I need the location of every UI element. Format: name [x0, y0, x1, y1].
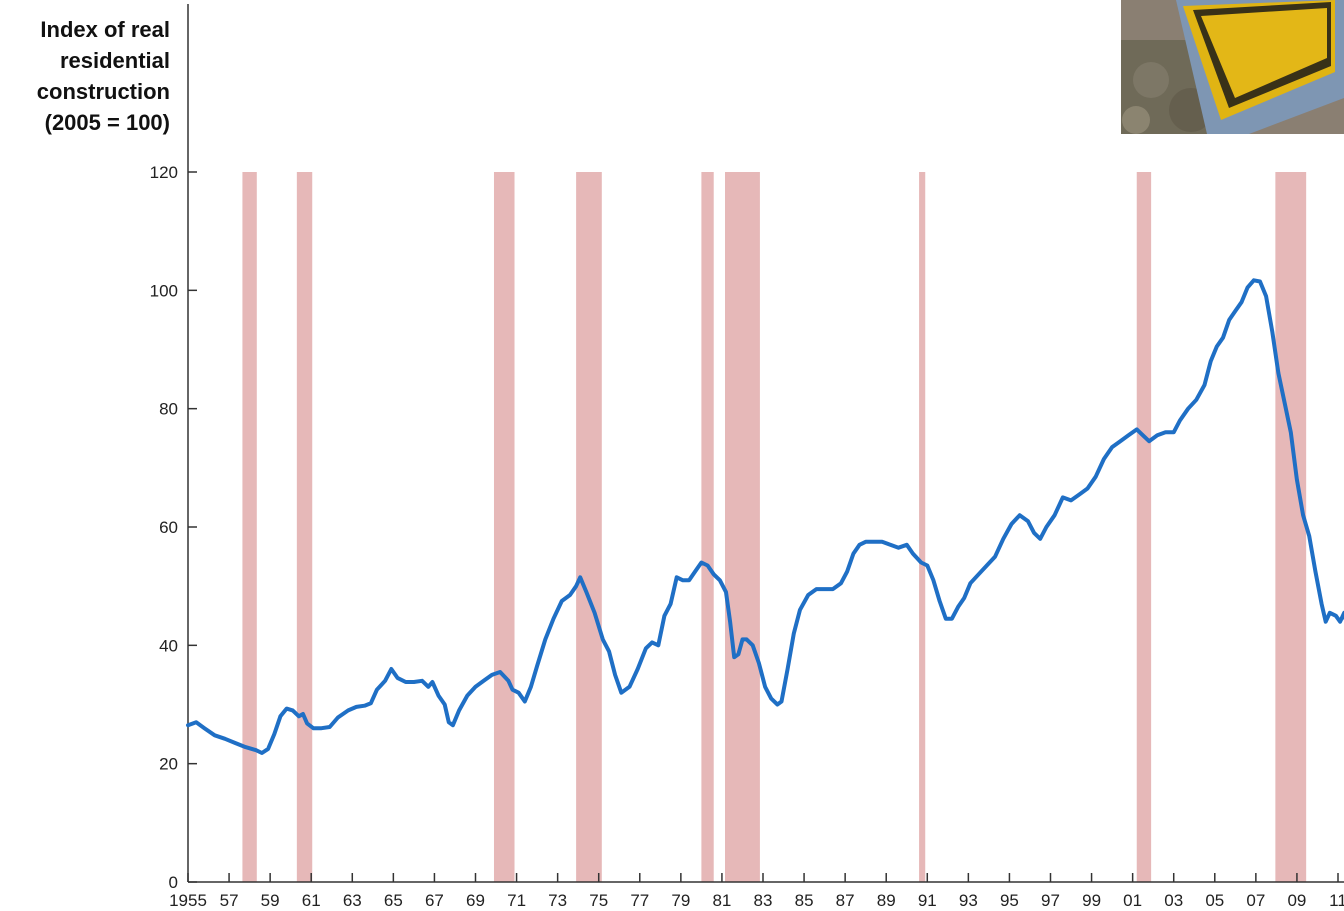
recession-band-4 — [576, 172, 602, 882]
x-tick-label-1975: 75 — [589, 891, 608, 910]
y-axis-label-line-4: (2005 = 100) — [44, 110, 170, 135]
x-tick-label-1959: 59 — [261, 891, 280, 910]
y-tick-label-60: 60 — [159, 518, 178, 537]
auction-sign-photo — [1121, 0, 1344, 134]
recession-band-2 — [296, 172, 313, 882]
x-tick-label-1989: 89 — [877, 891, 896, 910]
x-tick-label-2001: 01 — [1123, 891, 1142, 910]
y-tick-label-0: 0 — [169, 873, 178, 892]
x-tick-label-1983: 83 — [754, 891, 773, 910]
y-tick-label-20: 20 — [159, 755, 178, 774]
x-tick-label-1967: 67 — [425, 891, 444, 910]
x-tick-label-1965: 65 — [384, 891, 403, 910]
y-tick-label-80: 80 — [159, 400, 178, 419]
x-tick-label-1955: 1955 — [169, 891, 207, 910]
y-axis-label: Index of real residential construction (… — [0, 14, 170, 138]
x-tick-label-1957: 57 — [220, 891, 239, 910]
axes — [187, 4, 1344, 883]
x-tick-label-1981: 81 — [712, 891, 731, 910]
x-tick-label-1987: 87 — [836, 891, 855, 910]
y-tick-label-120: 120 — [150, 163, 178, 182]
x-tick-label-1999: 99 — [1082, 891, 1101, 910]
x-tick-label-1973: 73 — [548, 891, 567, 910]
x-tick-label-1985: 85 — [795, 891, 814, 910]
x-tick-label-1969: 69 — [466, 891, 485, 910]
recession-band-5 — [701, 172, 714, 882]
x-tick-label-2005: 05 — [1205, 891, 1224, 910]
y-tick-label-40: 40 — [159, 636, 178, 655]
series-line-1 — [186, 278, 1344, 755]
x-tick-label-2007: 07 — [1246, 891, 1265, 910]
y-axis-label-line-2: residential — [59, 48, 170, 73]
x-tick-label-1971: 71 — [507, 891, 526, 910]
x-tick-label-1991: 91 — [918, 891, 937, 910]
y-ticks: 0 20 40 60 80 100 120 — [150, 163, 197, 892]
auction-sign-illustration — [1121, 0, 1344, 134]
y-axis-label-line-3: construction — [36, 79, 170, 104]
recession-band-9 — [1275, 172, 1307, 882]
x-tick-label-2011: 11 — [1329, 891, 1344, 910]
x-tick-label-2003: 03 — [1164, 891, 1183, 910]
recession-band-8 — [1136, 172, 1152, 882]
x-tick-label-2009: 09 — [1287, 891, 1306, 910]
x-tick-label-1979: 79 — [671, 891, 690, 910]
y-axis-label-line-1: Index of real — [40, 17, 170, 42]
recession-band-6 — [725, 172, 760, 882]
x-tick-label-1961: 61 — [302, 891, 321, 910]
x-tick-label-1977: 77 — [630, 891, 649, 910]
recession-band-1 — [242, 172, 257, 882]
x-tick-label-1997: 97 — [1041, 891, 1060, 910]
x-tick-label-1963: 63 — [343, 891, 362, 910]
x-ticks: 1955 57 59 61 63 65 67 69 71 73 75 77 79 81 83 85 87 89 91… — [169, 873, 1344, 910]
recession-band-3 — [493, 172, 515, 882]
y-tick-label-100: 100 — [150, 281, 178, 300]
series — [186, 278, 1344, 755]
recession-band-7 — [919, 172, 926, 882]
x-tick-label-1993: 93 — [959, 891, 978, 910]
recession-bands — [242, 172, 1307, 882]
x-tick-label-1995: 95 — [1000, 891, 1019, 910]
